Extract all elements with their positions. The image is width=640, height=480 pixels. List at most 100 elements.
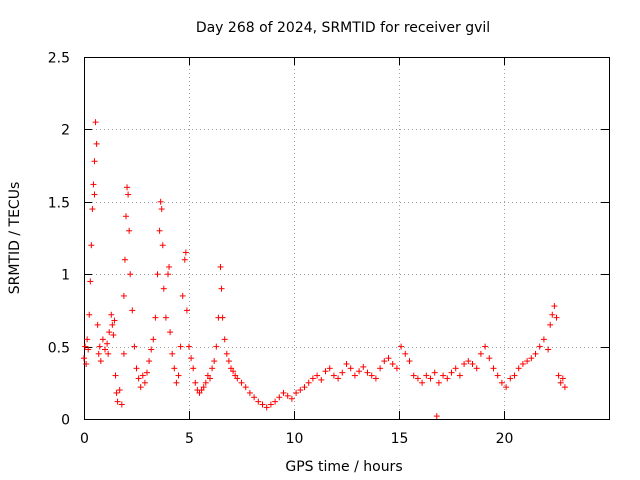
data-point [104,340,111,347]
data-point [288,395,295,402]
data-point [207,375,213,382]
data-point [398,343,405,350]
data-point [179,292,186,299]
data-point [305,379,312,386]
data-point [106,329,113,336]
data-point [217,263,224,270]
data-point [192,379,199,386]
chart-title: Day 268 of 2024, SRMTID for receiver gvi… [196,20,490,36]
data-point [159,242,166,249]
data-point [557,379,564,386]
data-point [186,343,192,350]
data-point [221,336,228,343]
data-point [511,372,518,379]
data-point [111,317,118,324]
data-point [157,198,164,205]
data-point [524,358,531,365]
data-point [494,372,501,379]
data-point [167,329,174,336]
y-tick-label: 0.5 [48,341,70,357]
data-point [92,119,99,126]
data-point [301,384,308,391]
data-point [160,285,167,292]
data-point [181,256,188,263]
data-point [385,355,392,362]
data-point [190,365,197,372]
data-point [116,387,123,394]
data-point [152,314,159,321]
data-point [105,350,112,357]
data-point [109,321,116,328]
data-point [121,256,128,263]
x-tick-labels: 0 5 10 15 20 [80,431,513,447]
data-point [137,384,144,391]
data-point [131,343,138,350]
data-point [81,355,87,362]
y-axis-label: SRMTID / TECUs [7,182,23,295]
data-point [125,191,132,198]
data-point [559,375,566,382]
data-point [169,350,176,357]
data-point [124,184,131,191]
data-point [95,350,102,357]
data-point [166,263,173,270]
data-point [177,343,184,350]
data-point [465,358,472,365]
data-point [126,227,133,234]
y-tick-label: 1 [61,268,70,284]
x-axis-label: GPS time / hours [285,459,402,475]
data-point [545,346,552,353]
data-point [83,360,90,367]
data-point [297,387,304,394]
data-point [318,376,325,383]
data-point [173,379,180,386]
data-point [223,350,230,357]
data-point [368,372,375,379]
x-tick-label: 15 [391,431,409,447]
data-point [242,384,249,391]
data-point [162,314,169,321]
data-point [84,336,91,343]
data-point [477,350,484,357]
data-point [330,372,337,379]
data-point [276,394,283,401]
data-point [150,336,157,343]
data-point [440,372,447,379]
data-point [112,372,119,379]
data-point [461,360,468,367]
data-point [473,365,480,372]
data-point [246,389,253,396]
data-point [309,375,316,382]
data-point [326,365,333,372]
data-point [435,379,442,386]
data-point [427,375,434,382]
data-point [482,343,489,350]
data-point [393,365,400,372]
data-point [549,311,556,318]
data-point [113,389,120,396]
x-tick-label: 20 [496,431,514,447]
y-tick-label: 2.5 [48,51,70,67]
data-point [553,314,560,321]
data-point [272,398,279,405]
data-point [238,379,245,386]
data-point [364,369,371,376]
data-point [120,350,127,357]
data-point [335,375,342,382]
data-point [532,350,539,357]
data-point [96,343,103,350]
data-point [536,343,543,350]
y-tick-label: 1.5 [48,196,70,212]
data-point [110,332,117,339]
y-tick-label: 2 [61,123,70,139]
data-point [144,369,150,376]
data-point [182,249,189,256]
data-point [452,365,459,372]
data-point [347,365,354,372]
data-point [263,404,270,411]
data-point [146,358,153,365]
data-point [419,379,426,386]
data-point [129,307,136,314]
data-point [540,336,547,343]
data-point [507,375,514,382]
